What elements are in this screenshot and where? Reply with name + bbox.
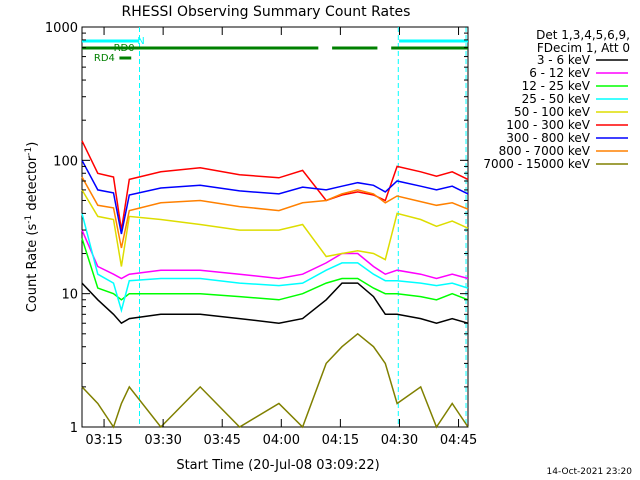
legend-label-6: 300 - 800 keV: [506, 131, 590, 145]
legend-header-1: FDecim 1, Att 0: [537, 41, 630, 55]
plot-frame: [81, 26, 469, 428]
x-tick-label-0: 03:15: [85, 433, 122, 448]
series-layer: [81, 140, 469, 429]
legend: Det 1,3,4,5,6,9,FDecim 1, Att 03 - 6 keV…: [483, 28, 630, 171]
x-ticks: 03:15 03:30 03:45 04:00 04:15 04:30 04:45: [85, 27, 477, 448]
x-tick-label-4: 04:15: [322, 433, 359, 448]
legend-label-3: 25 - 50 keV: [522, 92, 591, 106]
vertical-marker-lines: [139, 27, 467, 427]
footnote-timestamp: 14-Oct-2021 23:20: [547, 467, 633, 477]
legend-label-2: 12 - 25 keV: [522, 79, 591, 93]
series-line-5: [81, 140, 469, 231]
series-line-2: [81, 238, 469, 301]
series-line-4: [81, 189, 469, 267]
y-ticks: 1000 100 10 1: [45, 21, 468, 436]
x-tick-label-5: 04:30: [381, 433, 418, 448]
chart-title: RHESSI Observing Summary Count Rates: [122, 4, 411, 20]
y-tick-label-0: 1000: [45, 21, 78, 36]
legend-label-1: 6 - 12 keV: [529, 66, 591, 80]
bar-label-n: N: [137, 36, 144, 47]
x-tick-label-1: 03:30: [144, 433, 181, 448]
legend-label-4: 50 - 100 keV: [514, 105, 591, 119]
series-line-3: [81, 213, 469, 314]
legend-label-5: 100 - 300 keV: [506, 118, 590, 132]
y-tick-label-3: 1: [70, 421, 78, 436]
series-line-1: [81, 229, 469, 280]
series-line-6: [81, 159, 469, 235]
series-line-7: [81, 176, 469, 249]
x-tick-label-6: 04:45: [440, 433, 477, 448]
x-axis-label: Start Time (20-Jul-08 03:09:22): [176, 458, 379, 473]
series-line-8: [81, 332, 469, 429]
x-tick-label-3: 04:00: [263, 433, 300, 448]
x-tick-label-2: 03:45: [203, 433, 240, 448]
bar-label-rd4: RD4: [94, 53, 115, 64]
bar-label-rd0: RD0: [114, 43, 135, 54]
legend-label-0: 3 - 6 keV: [537, 53, 591, 67]
y-axis-label: Count Rate (s-1 detector-1): [24, 142, 40, 313]
legend-label-8: 7000 - 15000 keV: [483, 157, 590, 171]
legend-header-0: Det 1,3,4,5,6,9,: [536, 28, 630, 42]
series-line-0: [81, 282, 469, 325]
y-tick-label-2: 10: [61, 288, 78, 303]
y-tick-label-1: 100: [53, 154, 78, 169]
legend-label-7: 800 - 7000 keV: [499, 144, 591, 158]
